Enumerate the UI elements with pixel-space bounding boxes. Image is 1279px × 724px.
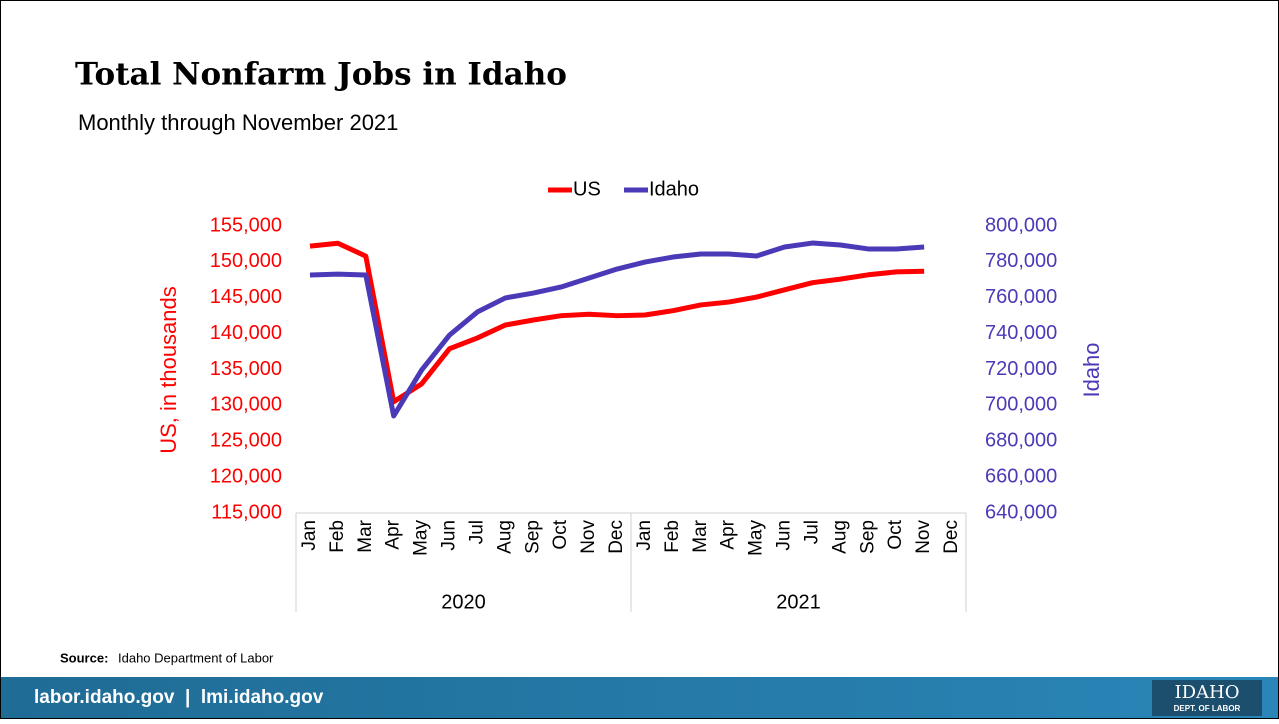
x-tick-label: Jul	[801, 520, 822, 544]
x-tick-label: Feb	[327, 520, 348, 553]
x-tick-label: Jul	[466, 520, 487, 544]
y2-axis-label: Idaho	[1079, 342, 1104, 397]
x-tick-label: Feb	[662, 520, 683, 553]
y2-tick-label: 720,000	[985, 358, 1057, 380]
y-tick-label: 140,000	[210, 322, 282, 344]
source-label: Source:	[60, 650, 108, 665]
footer-links: labor.idaho.gov | lmi.idaho.gov	[34, 687, 324, 708]
y-axis-label: US, in thousands	[156, 286, 181, 454]
x-group-label: 2021	[776, 591, 821, 613]
logo: IDAHO	[1175, 682, 1240, 703]
x-tick-label: Dec	[941, 520, 962, 554]
footer-bar	[1, 677, 1278, 718]
x-tick-label: May	[746, 520, 767, 556]
logo-sub: DEPT. OF LABOR	[1174, 704, 1241, 713]
x-tick-label: Jan	[634, 520, 655, 551]
y-tick-label: 125,000	[210, 430, 282, 452]
x-tick-label: Mar	[355, 519, 376, 552]
y2-tick-label: 780,000	[985, 250, 1057, 272]
x-tick-label: Sep	[857, 520, 878, 554]
x-tick-label: Apr	[718, 519, 739, 549]
x-tick-label: May	[411, 520, 432, 556]
y2-tick-label: 800,000	[985, 214, 1057, 236]
logo-box	[1152, 680, 1262, 716]
y-tick-label: 155,000	[210, 214, 282, 236]
x-tick-label: Oct	[885, 519, 906, 549]
series-line	[309, 240, 925, 419]
y2-tick-label: 640,000	[985, 501, 1057, 523]
y-tick-label: 135,000	[210, 358, 282, 380]
y-tick-label: 115,000	[211, 501, 282, 523]
x-tick-label: Nov	[913, 520, 934, 554]
y2-tick-label: 680,000	[985, 430, 1057, 452]
y2-tick-label: 660,000	[985, 465, 1057, 487]
x-tick-label: Sep	[522, 520, 543, 554]
x-tick-label: Jun	[774, 520, 795, 551]
legend-label: Idaho	[649, 178, 699, 200]
x-tick-label: Nov	[578, 520, 599, 554]
x-group-label: 2020	[441, 591, 486, 613]
y-tick-label: 120,000	[210, 465, 282, 487]
y2-tick-label: 700,000	[985, 394, 1057, 416]
x-tick-label: Oct	[550, 519, 571, 549]
x-tick-label: Mar	[690, 519, 711, 552]
chart-title: Total Nonfarm Jobs in Idaho	[75, 57, 567, 93]
source-text: Idaho Department of Labor	[118, 650, 274, 665]
chart-subtitle: Monthly through November 2021	[78, 110, 398, 135]
x-tick-label: Jun	[439, 520, 460, 551]
x-tick-label: Aug	[829, 520, 850, 554]
y2-tick-label: 740,000	[985, 322, 1057, 344]
legend-label: US	[573, 178, 601, 200]
y-tick-label: 150,000	[210, 250, 282, 272]
x-tick-label: Dec	[606, 520, 627, 554]
y-tick-label: 145,000	[210, 286, 282, 308]
x-tick-label: Apr	[383, 519, 404, 549]
y-tick-label: 130,000	[210, 394, 282, 416]
x-tick-label: Aug	[494, 520, 515, 554]
x-tick-label: Jan	[299, 520, 320, 551]
y2-tick-label: 760,000	[985, 286, 1057, 308]
